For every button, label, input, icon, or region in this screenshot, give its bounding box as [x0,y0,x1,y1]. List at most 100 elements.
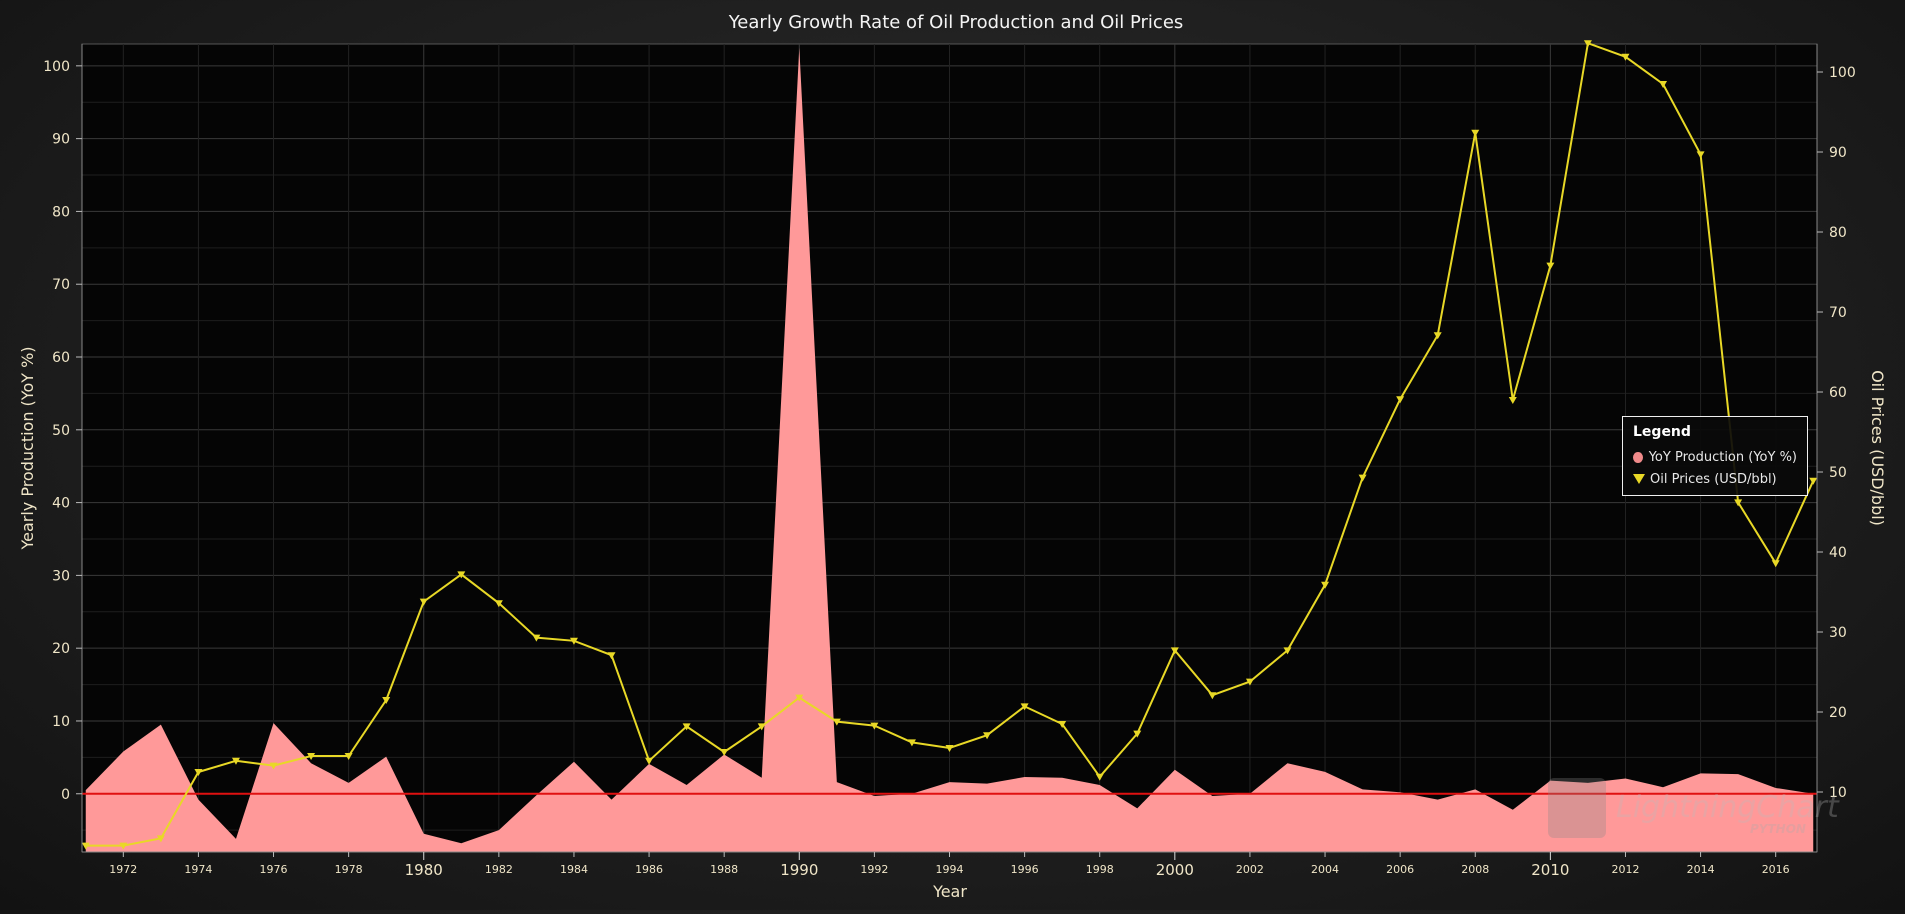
price-point [532,634,541,642]
lightningchart-logo-icon [1548,778,1606,838]
y-left-tick-label: 70 [52,277,70,293]
y-left-tick-label: 80 [52,204,70,220]
y-axis-right-label: Oil Prices (USD/bbl) [1868,370,1887,526]
y-right-tick-label: 10 [1829,785,1847,801]
x-tick-label-minor: 1978 [335,863,363,876]
price-point [1696,151,1705,159]
y-left-tick-label: 100 [43,59,70,75]
y-left-tick-label: 20 [52,641,70,657]
price-point [1734,499,1743,507]
price-point [1283,647,1292,655]
y-right-tick-label: 50 [1829,465,1847,481]
x-tick-label-minor: 2016 [1762,863,1790,876]
price-point [1396,396,1405,404]
y-left-tick-label: 60 [52,350,70,366]
lightningchart-watermark: LightningChart PYTHON [1540,778,1839,844]
axes-layer: 0 10 20 30 40 50 60 70 80 90 100 10 20 30 40 50 60 70 80 90… [43,44,1856,879]
y-axis-left-label: Yearly Production (YoY %) [18,346,37,550]
price-point [569,637,578,645]
x-tick-label-minor: 1998 [1086,863,1114,876]
price-point [645,757,654,765]
production-area [85,47,1814,852]
price-point [81,842,90,850]
legend-title: Legend [1633,424,1691,440]
price-point [194,769,203,776]
chart-title: Yearly Growth Rate of Oil Production and… [728,12,1184,33]
x-tick-label-minor: 2008 [1461,863,1489,876]
x-tick-label-minor: 1988 [710,863,738,876]
price-point [1208,692,1217,700]
y-right-tick-label: 60 [1829,385,1847,401]
price-line-layer [81,40,1818,850]
y-left-tick-label: 50 [52,423,70,439]
circle-marker-icon [1633,451,1643,463]
price-point [1508,397,1517,404]
price-point [119,842,128,850]
price-point [720,749,729,756]
x-tick-label-minor: 2012 [1611,863,1639,876]
price-point [156,835,165,843]
price-point [269,762,278,770]
x-tick-label-minor: 1984 [560,863,588,876]
price-point [907,739,916,747]
price-point [1095,773,1104,781]
x-tick-label-minor: 1974 [184,863,212,876]
x-tick-label-major: 1980 [405,861,443,879]
price-point [795,694,804,702]
x-tick-label-minor: 2006 [1386,863,1414,876]
price-point [607,652,616,660]
price-point [945,745,954,752]
y-left-tick-label: 90 [52,132,70,148]
triangle-down-marker-icon [1633,474,1645,484]
x-tick-label-minor: 1994 [936,863,964,876]
y-right-tick-label: 80 [1829,225,1847,241]
price-point [682,723,691,731]
price-point [231,757,240,765]
x-tick-label-minor: 1996 [1011,863,1039,876]
price-point [1058,721,1067,728]
x-tick-label-minor: 2004 [1311,863,1339,876]
x-axis-label: Year [932,882,967,901]
price-point [1358,474,1367,482]
price-point [344,753,353,760]
price-point [1245,678,1254,686]
price-point [832,718,841,726]
price-point [1321,581,1330,589]
y-right-tick-label: 90 [1829,145,1847,161]
price-point [1020,703,1029,711]
price-point [1771,560,1780,568]
price-point [1133,730,1142,738]
price-point [1621,53,1630,61]
y-right-tick-label: 40 [1829,545,1847,561]
x-tick-label-minor: 1982 [485,863,513,876]
y-left-tick-label: 0 [61,787,70,803]
legend-item-production[interactable]: YoY Production (YoY %) [1633,446,1797,468]
y-left-tick-label: 30 [52,568,70,584]
x-tick-label-major: 1990 [780,861,818,879]
y-right-tick-label: 100 [1829,65,1856,81]
price-point [1170,647,1179,655]
price-point [382,697,391,704]
watermark-sub: PYTHON [1750,822,1806,836]
price-point [983,732,992,740]
x-tick-label-minor: 2002 [1236,863,1264,876]
price-point [757,723,766,731]
x-tick-label-minor: 1976 [260,863,288,876]
y-right-tick-label: 70 [1829,305,1847,321]
legend-item-prices[interactable]: Oil Prices (USD/bbl) [1633,468,1797,490]
y-right-tick-label: 30 [1829,625,1847,641]
price-point [419,598,428,606]
x-tick-label-minor: 1972 [109,863,137,876]
x-tick-label-minor: 1992 [860,863,888,876]
price-point [870,722,879,730]
y-left-tick-label: 10 [52,714,70,730]
legend-item-label: Oil Prices (USD/bbl) [1650,471,1777,487]
price-point [1546,262,1555,270]
legend-item-label: YoY Production (YoY %) [1648,449,1797,465]
price-point [1583,40,1592,48]
x-tick-label-minor: 1986 [635,863,663,876]
y-left-tick-label: 40 [52,496,70,512]
price-point [307,753,316,760]
